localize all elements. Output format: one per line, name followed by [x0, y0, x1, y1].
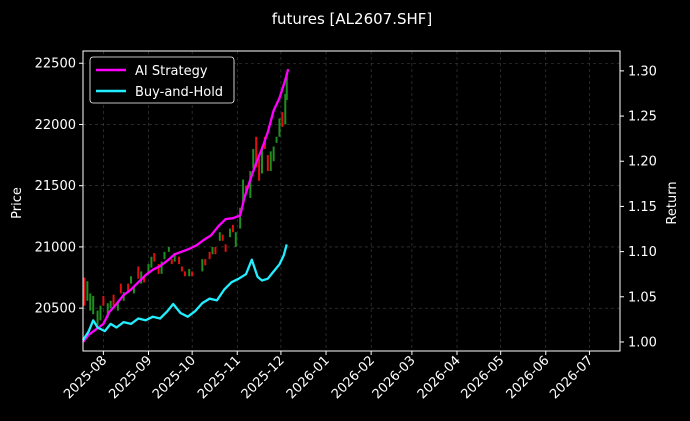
candle-up	[140, 271, 143, 284]
candle-up	[269, 151, 272, 171]
candle-down	[83, 277, 86, 306]
y-axis-left: 20500 21000 21500 22000 22500	[35, 57, 83, 317]
candle-down	[258, 158, 261, 181]
y-left-tick-label: 20500	[35, 302, 76, 317]
candle-up	[249, 171, 252, 198]
candle-up	[92, 295, 95, 315]
candle-up	[211, 246, 214, 255]
candle-up	[278, 118, 281, 137]
candle-down	[183, 271, 186, 277]
y-right-tick-label: 1.05	[628, 290, 657, 305]
y-right-tick-label: 1.00	[628, 335, 657, 350]
candle-up	[242, 179, 245, 205]
candle-up	[239, 207, 242, 229]
candle-up	[234, 232, 237, 247]
y-left-tick-label: 22500	[35, 57, 76, 72]
candle-down	[266, 155, 269, 171]
candle-down	[224, 244, 227, 252]
candle-up	[228, 228, 231, 238]
y-right-tick-label: 1.25	[628, 110, 657, 125]
candle-up	[160, 261, 163, 274]
candle-down	[214, 246, 217, 255]
candle-up	[150, 256, 153, 268]
candle-down	[143, 276, 146, 283]
candle-down	[170, 259, 173, 265]
candle-up	[285, 73, 288, 100]
y-left-tick-label: 21000	[35, 240, 76, 255]
y-right-tick-label: 1.20	[628, 155, 657, 170]
return-series	[82, 68, 290, 343]
y-axis-left-label: Price	[10, 187, 25, 219]
plot-frame	[82, 50, 621, 352]
candle-up	[261, 146, 263, 174]
candle-up	[86, 281, 89, 301]
candle-down	[127, 283, 130, 291]
candle-down	[157, 264, 160, 274]
candle-up	[130, 276, 133, 284]
candle-down	[119, 283, 122, 294]
legend-label-strategy: AI Strategy	[135, 64, 208, 79]
candle-up	[106, 303, 109, 318]
candle-up	[99, 305, 102, 321]
candle-up	[89, 293, 92, 311]
candle-up	[201, 259, 204, 272]
candle-down	[281, 112, 284, 127]
y-right-tick-label: 1.15	[628, 200, 657, 215]
candle-up	[116, 300, 119, 311]
candle-down	[191, 271, 194, 277]
y-axis-right: 1.00 1.05 1.10 1.15 1.20 1.25 1.30	[620, 64, 657, 350]
candle-down	[137, 266, 140, 279]
candle-up	[163, 251, 166, 260]
price-candles	[83, 73, 288, 326]
candle-up	[167, 246, 170, 252]
candle-down	[178, 256, 181, 265]
candle-down	[102, 295, 105, 306]
candle-down	[255, 136, 258, 168]
y-right-tick-label: 1.10	[628, 245, 657, 260]
legend: AI Strategy Buy-and-Hold	[89, 56, 235, 104]
y-left-tick-label: 22000	[35, 118, 76, 133]
series-line-buyhold	[82, 244, 288, 341]
candle-down	[221, 234, 224, 241]
y-left-tick-label: 21500	[35, 179, 76, 194]
y-right-tick-label: 1.30	[628, 64, 657, 79]
candle-up	[252, 148, 255, 169]
candle-down	[180, 266, 183, 272]
candle-down	[204, 259, 207, 266]
candle-down	[244, 185, 247, 191]
candle-up	[173, 253, 176, 262]
legend-label-buyhold: Buy-and-Hold	[135, 85, 223, 100]
y-axis-right-label: Return	[665, 181, 680, 224]
candle-up	[147, 264, 150, 274]
candle-up	[109, 300, 112, 309]
candle-up	[188, 268, 191, 277]
candle-up	[132, 286, 135, 294]
candle-down	[153, 253, 156, 262]
candle-down	[112, 294, 115, 306]
series-line-strategy	[82, 68, 290, 343]
candle-up	[284, 93, 287, 125]
candle-up	[218, 232, 221, 241]
candle-up	[275, 136, 278, 143]
candle-up	[96, 310, 99, 326]
candle-up	[272, 146, 275, 162]
candle-down	[231, 224, 234, 233]
candle-down	[208, 251, 211, 260]
chart-title: futures [AL2607.SHF]	[272, 10, 433, 28]
